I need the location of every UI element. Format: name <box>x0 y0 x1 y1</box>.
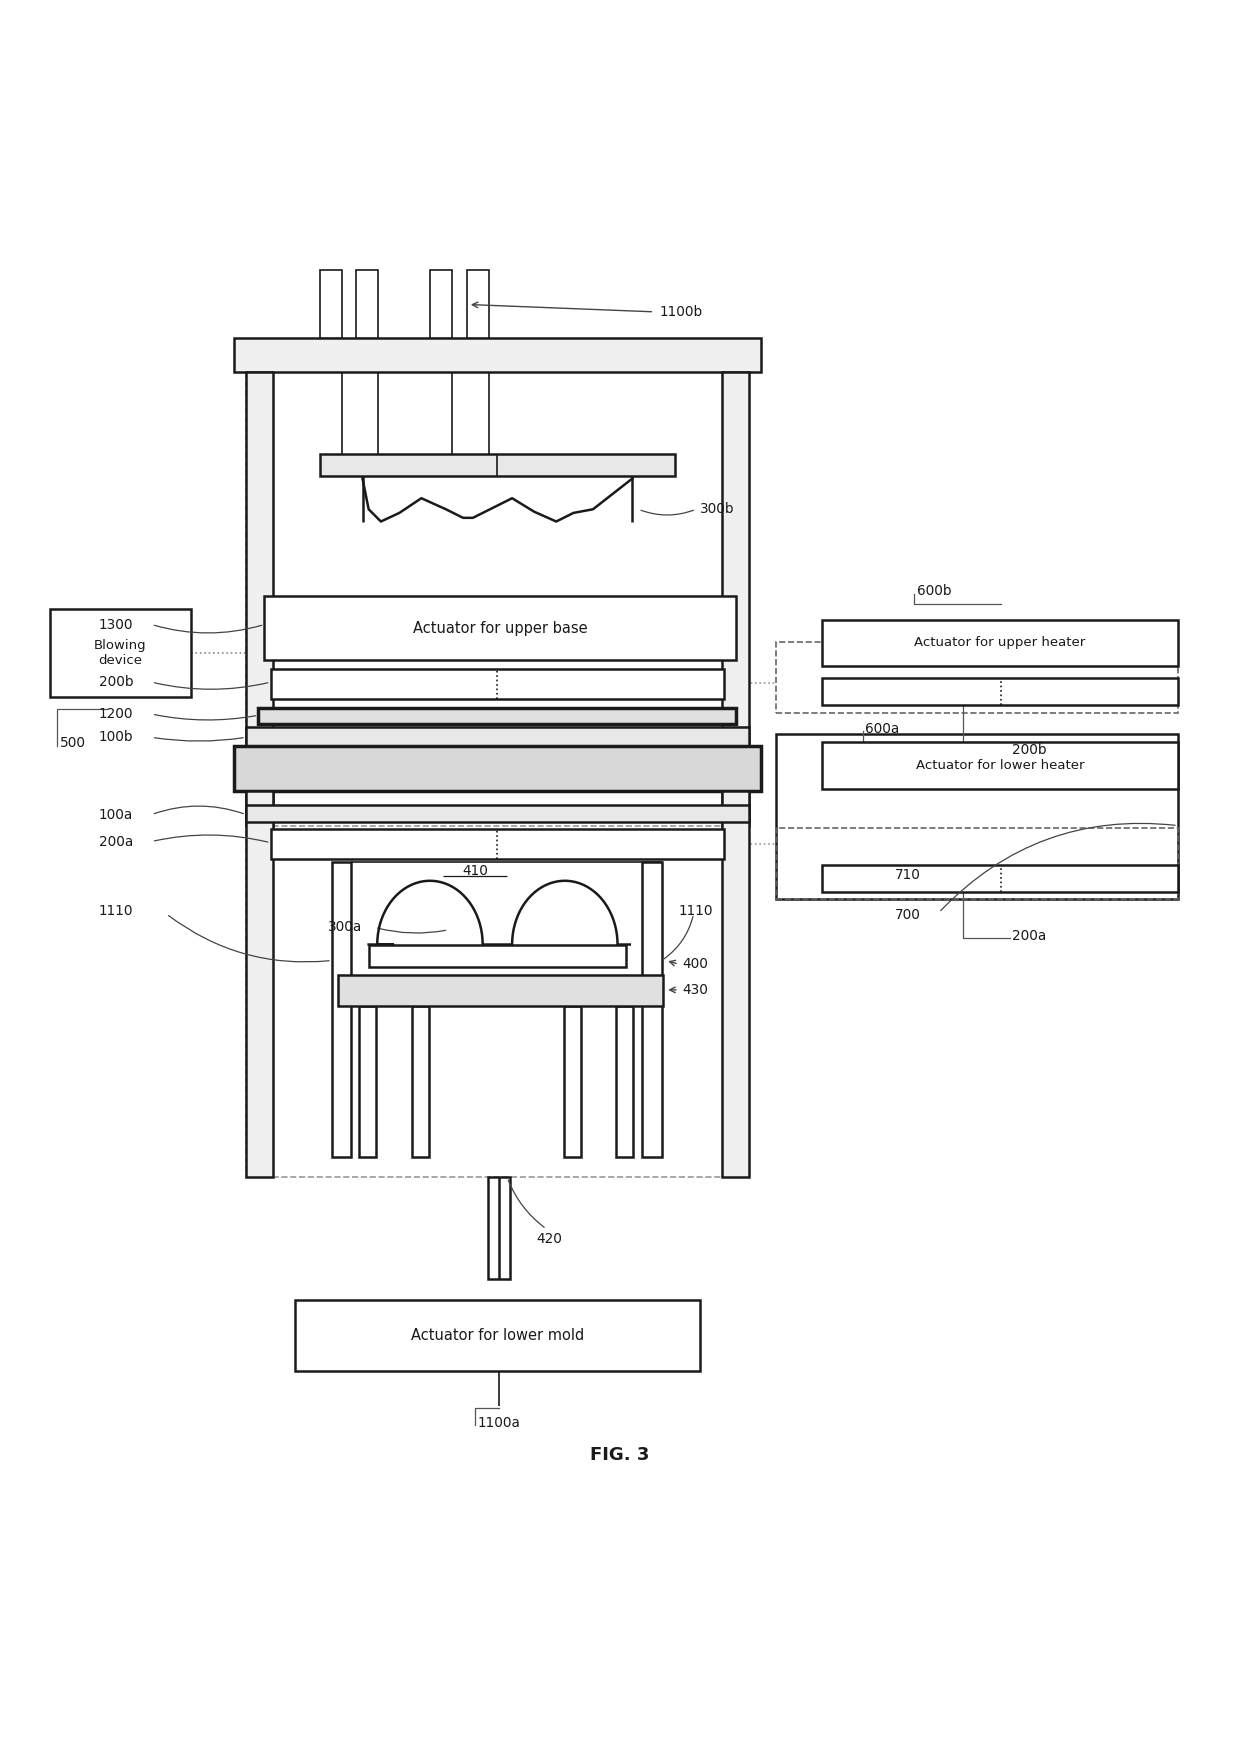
Text: 400: 400 <box>682 957 708 971</box>
Text: 1110: 1110 <box>678 905 713 919</box>
Text: 500: 500 <box>60 736 86 750</box>
Bar <box>368 945 626 966</box>
Bar <box>358 1006 376 1157</box>
Bar <box>234 337 761 372</box>
Text: 100b: 100b <box>99 730 134 745</box>
Text: 1110: 1110 <box>99 905 134 919</box>
Text: 710: 710 <box>894 867 920 882</box>
Bar <box>246 347 749 825</box>
Bar <box>295 1299 699 1370</box>
Text: 100a: 100a <box>99 808 133 822</box>
Text: 300a: 300a <box>329 921 362 935</box>
Bar <box>332 862 351 1157</box>
Bar <box>234 745 761 792</box>
Bar <box>822 865 1178 891</box>
Bar <box>722 792 749 1178</box>
Text: 600a: 600a <box>866 721 899 736</box>
Bar <box>246 372 273 825</box>
Bar <box>564 1006 580 1157</box>
Text: Blowing
device: Blowing device <box>94 639 146 667</box>
Text: 700: 700 <box>894 908 920 922</box>
Bar <box>642 862 662 1157</box>
Text: 600b: 600b <box>916 584 951 599</box>
Text: 200b: 200b <box>99 676 134 690</box>
Bar <box>356 271 378 337</box>
Bar <box>264 596 737 660</box>
Bar <box>722 372 749 825</box>
Bar <box>246 792 749 1178</box>
Bar <box>776 829 1178 900</box>
Bar <box>270 829 724 858</box>
Bar <box>487 1178 510 1278</box>
Text: Actuator for lower mold: Actuator for lower mold <box>410 1329 584 1343</box>
Text: 1300: 1300 <box>99 618 134 632</box>
Bar <box>430 271 453 337</box>
Bar <box>822 620 1178 667</box>
Text: 200a: 200a <box>99 834 133 849</box>
Text: 1100b: 1100b <box>660 306 702 320</box>
Bar <box>466 271 489 337</box>
Text: 430: 430 <box>682 983 708 997</box>
Bar <box>258 709 737 724</box>
Bar <box>270 669 724 700</box>
Text: 410: 410 <box>463 863 489 877</box>
Bar <box>616 1006 634 1157</box>
Bar <box>822 679 1178 705</box>
Text: 200a: 200a <box>1012 929 1047 943</box>
Text: 200b: 200b <box>1012 742 1047 757</box>
Text: 420: 420 <box>537 1232 563 1245</box>
Text: 1100a: 1100a <box>477 1416 521 1430</box>
Bar <box>246 804 749 822</box>
Bar <box>412 1006 429 1157</box>
Bar <box>246 728 749 745</box>
Text: Actuator for lower heater: Actuator for lower heater <box>916 759 1084 771</box>
Bar <box>246 792 273 1178</box>
Bar <box>320 271 342 337</box>
Bar <box>776 641 1178 712</box>
Bar <box>822 742 1178 789</box>
Text: FIG. 3: FIG. 3 <box>590 1445 650 1464</box>
Text: Actuator for upper base: Actuator for upper base <box>413 620 588 636</box>
Bar <box>320 453 675 476</box>
Text: Actuator for upper heater: Actuator for upper heater <box>914 636 1086 650</box>
Bar <box>776 733 1178 900</box>
Bar <box>339 974 663 1006</box>
Bar <box>50 608 191 697</box>
Text: 1200: 1200 <box>99 707 134 721</box>
Text: 300b: 300b <box>699 502 734 516</box>
